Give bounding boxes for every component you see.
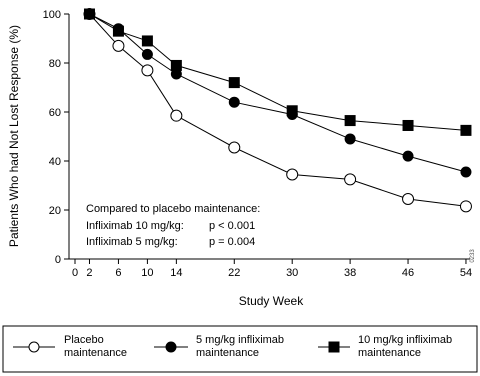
x-tick-label: 30 bbox=[286, 267, 298, 279]
data-point-square bbox=[170, 59, 182, 71]
x-tick-label: 22 bbox=[228, 267, 240, 279]
data-point-open-circle bbox=[141, 64, 154, 77]
x-tick-label: 54 bbox=[460, 267, 472, 279]
data-marks bbox=[83, 8, 472, 213]
data-point-square bbox=[112, 25, 124, 37]
legend-item-5mg: 5 mg/kg infliximab maintenance bbox=[154, 334, 284, 359]
data-point-filled-circle bbox=[228, 96, 240, 108]
data-point-open-circle bbox=[402, 192, 415, 205]
y-axis-title: Patients Who had Not Lost Response (%) bbox=[7, 25, 21, 247]
data-point-square bbox=[228, 77, 240, 89]
data-point-square bbox=[344, 115, 356, 127]
legend-marker-placebo bbox=[28, 341, 40, 353]
data-point-filled-circle bbox=[402, 150, 414, 162]
legend-label-5mg-line2: maintenance bbox=[196, 347, 259, 359]
y-tick-label: 80 bbox=[49, 58, 61, 70]
y-tick-label: 100 bbox=[43, 9, 61, 21]
y-tick-label: 0 bbox=[55, 254, 61, 266]
y-tick-label: 40 bbox=[49, 156, 61, 168]
data-point-open-circle bbox=[228, 141, 241, 154]
x-tick-label: 38 bbox=[344, 267, 356, 279]
legend-label-10mg-line2: maintenance bbox=[358, 347, 421, 359]
annotation-10mg-pvalue: p < 0.001 bbox=[209, 220, 255, 232]
y-tick-label: 60 bbox=[49, 107, 61, 119]
x-tick-label: 6 bbox=[115, 267, 121, 279]
data-point-open-circle bbox=[344, 173, 357, 186]
data-point-filled-circle bbox=[344, 133, 356, 145]
x-tick-label: 14 bbox=[170, 267, 182, 279]
legend-box bbox=[2, 325, 478, 373]
legend-label-5mg-line1: 5 mg/kg infliximab bbox=[196, 334, 284, 346]
legend-label-10mg-line1: 10 mg/kg infliximab bbox=[358, 334, 452, 346]
data-point-open-circle bbox=[459, 200, 472, 213]
data-point-filled-circle bbox=[460, 166, 472, 178]
y-tick-label: 20 bbox=[49, 205, 61, 217]
x-tick-label: 0 bbox=[72, 267, 78, 279]
data-point-open-circle bbox=[286, 168, 299, 181]
x-axis-title: Study Week bbox=[239, 294, 304, 308]
data-point-square bbox=[141, 35, 153, 47]
x-tick-label: 46 bbox=[402, 267, 414, 279]
data-point-filled-circle bbox=[141, 48, 153, 60]
x-tick-label: 10 bbox=[141, 267, 153, 279]
legend-item-placebo: Placebo maintenance bbox=[13, 334, 127, 359]
data-point-square bbox=[402, 119, 414, 131]
legend-label-placebo-line2: maintenance bbox=[64, 347, 127, 359]
annotation-heading: Compared to placebo maintenance: bbox=[86, 203, 260, 215]
legend: Placebo maintenance 5 mg/kg infliximab m… bbox=[2, 325, 478, 373]
data-point-square bbox=[83, 8, 95, 20]
annotation-5mg-label: Infliximab 5 mg/kg: bbox=[86, 236, 178, 248]
legend-label-placebo-line1: Placebo bbox=[64, 334, 104, 346]
data-point-square bbox=[286, 105, 298, 117]
significance-annotation: Compared to placebo maintenance: Inflixi… bbox=[86, 203, 260, 248]
x-tick-label: 2 bbox=[86, 267, 92, 279]
legend-marker-5mg bbox=[165, 341, 177, 353]
legend-item-10mg: 10 mg/kg infliximab maintenance bbox=[318, 334, 452, 359]
annotation-10mg-label: Infliximab 10 mg/kg: bbox=[86, 220, 184, 232]
data-point-open-circle bbox=[112, 39, 125, 52]
data-point-open-circle bbox=[170, 109, 183, 122]
figure-code: 0233 bbox=[470, 249, 476, 263]
data-point-square bbox=[460, 124, 472, 136]
annotation-5mg-pvalue: p = 0.004 bbox=[209, 236, 255, 248]
legend-marker-10mg bbox=[328, 341, 340, 353]
